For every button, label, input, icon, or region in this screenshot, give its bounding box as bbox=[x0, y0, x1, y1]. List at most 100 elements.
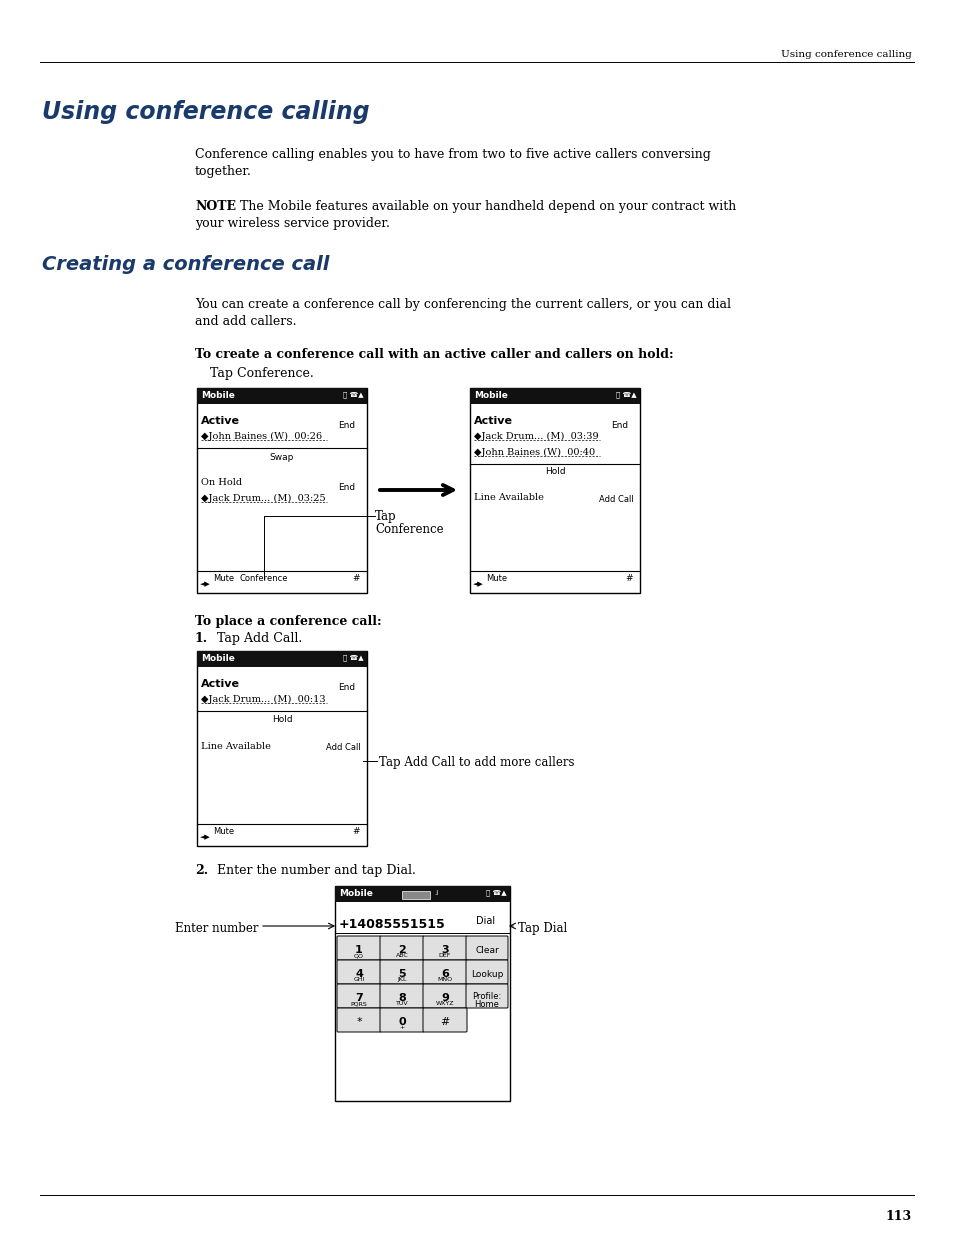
Text: Active: Active bbox=[474, 416, 513, 426]
Text: ◄▶: ◄▶ bbox=[200, 580, 211, 587]
Text: Mute: Mute bbox=[213, 574, 234, 583]
Text: your wireless service provider.: your wireless service provider. bbox=[194, 217, 390, 230]
FancyBboxPatch shape bbox=[262, 710, 301, 727]
Text: JKL: JKL bbox=[396, 977, 406, 982]
Text: Using conference calling: Using conference calling bbox=[781, 49, 911, 59]
Text: #: # bbox=[352, 827, 359, 836]
Text: Mobile: Mobile bbox=[338, 889, 373, 898]
Text: Active: Active bbox=[201, 679, 240, 689]
Text: Hold: Hold bbox=[272, 715, 292, 724]
FancyBboxPatch shape bbox=[210, 571, 238, 587]
FancyBboxPatch shape bbox=[329, 678, 364, 698]
FancyBboxPatch shape bbox=[482, 571, 511, 587]
Bar bbox=[196, 651, 367, 846]
Text: together.: together. bbox=[194, 165, 252, 178]
FancyBboxPatch shape bbox=[379, 1008, 423, 1032]
Text: ABC: ABC bbox=[395, 953, 408, 958]
Text: ◆John Baines (W)  00:40: ◆John Baines (W) 00:40 bbox=[474, 448, 595, 457]
Text: GHI: GHI bbox=[353, 977, 364, 982]
FancyBboxPatch shape bbox=[262, 448, 301, 466]
Text: 9: 9 bbox=[440, 993, 449, 1003]
Text: ◆Jack Drum... (M)  03:39: ◆Jack Drum... (M) 03:39 bbox=[474, 432, 598, 441]
Text: To create a conference call with an active caller and callers on hold:: To create a conference call with an acti… bbox=[194, 348, 673, 361]
Text: Dial: Dial bbox=[476, 916, 495, 926]
Text: End: End bbox=[338, 683, 355, 693]
Text: MNO: MNO bbox=[437, 977, 452, 982]
Text: 2.: 2. bbox=[194, 864, 208, 877]
Text: ◄▶: ◄▶ bbox=[473, 580, 483, 587]
Bar bbox=[335, 885, 510, 902]
FancyBboxPatch shape bbox=[239, 571, 288, 587]
Text: 8: 8 bbox=[397, 993, 405, 1003]
FancyBboxPatch shape bbox=[594, 490, 637, 508]
Text: 3: 3 bbox=[440, 945, 448, 955]
Text: 113: 113 bbox=[885, 1210, 911, 1223]
FancyBboxPatch shape bbox=[422, 960, 467, 984]
Text: DEF: DEF bbox=[438, 953, 451, 958]
Text: *: * bbox=[355, 1016, 361, 1028]
FancyBboxPatch shape bbox=[336, 960, 380, 984]
Text: 0: 0 bbox=[397, 1016, 405, 1028]
Text: Tap Conference.: Tap Conference. bbox=[210, 367, 314, 380]
Text: Conference: Conference bbox=[239, 574, 288, 583]
FancyBboxPatch shape bbox=[329, 478, 364, 496]
Text: Add Call: Add Call bbox=[598, 494, 633, 504]
Bar bbox=[196, 388, 367, 404]
FancyBboxPatch shape bbox=[535, 463, 574, 480]
Text: Profile:: Profile: bbox=[472, 992, 501, 1002]
Text: Mobile: Mobile bbox=[474, 391, 507, 400]
Text: Swap: Swap bbox=[270, 452, 294, 462]
Text: 6: 6 bbox=[440, 969, 449, 979]
Text: .l: .l bbox=[434, 890, 437, 897]
Text: Line Available: Line Available bbox=[474, 493, 543, 501]
FancyBboxPatch shape bbox=[321, 739, 364, 756]
FancyBboxPatch shape bbox=[602, 415, 637, 435]
Text: WXYZ: WXYZ bbox=[436, 1002, 454, 1007]
FancyBboxPatch shape bbox=[210, 824, 238, 840]
FancyBboxPatch shape bbox=[379, 984, 423, 1008]
Text: ◆Jack Drum... (M)  03:25: ◆Jack Drum... (M) 03:25 bbox=[201, 494, 325, 503]
Text: Tap Dial: Tap Dial bbox=[517, 923, 567, 935]
Text: 1.: 1. bbox=[194, 632, 208, 645]
Text: Add Call: Add Call bbox=[325, 742, 360, 752]
FancyBboxPatch shape bbox=[336, 936, 380, 960]
Text: and add callers.: and add callers. bbox=[194, 315, 296, 329]
Text: Mobile: Mobile bbox=[201, 391, 234, 400]
Text: You can create a conference call by conferencing the current callers, or you can: You can create a conference call by conf… bbox=[194, 298, 730, 311]
FancyBboxPatch shape bbox=[422, 936, 467, 960]
Text: Tap: Tap bbox=[375, 510, 396, 522]
Text: ⌷ ☎▲: ⌷ ☎▲ bbox=[343, 391, 364, 398]
Text: ⌷ ☎▲: ⌷ ☎▲ bbox=[616, 391, 637, 398]
Text: The Mobile features available on your handheld depend on your contract with: The Mobile features available on your ha… bbox=[240, 200, 736, 212]
Text: 2: 2 bbox=[397, 945, 405, 955]
Text: ◆John Baines (W)  00:26: ◆John Baines (W) 00:26 bbox=[201, 432, 322, 441]
FancyBboxPatch shape bbox=[329, 415, 364, 435]
Text: NOTE: NOTE bbox=[194, 200, 235, 212]
Bar bbox=[470, 388, 639, 593]
Text: Clear: Clear bbox=[475, 946, 498, 955]
Bar bbox=[196, 388, 367, 593]
Text: ◄▶: ◄▶ bbox=[200, 834, 211, 840]
FancyBboxPatch shape bbox=[422, 984, 467, 1008]
Text: ⌷ ☎▲: ⌷ ☎▲ bbox=[486, 889, 506, 895]
Text: On Hold: On Hold bbox=[201, 478, 242, 487]
Text: Creating a conference call: Creating a conference call bbox=[42, 254, 329, 274]
Bar bbox=[196, 651, 367, 667]
Text: End: End bbox=[611, 420, 628, 430]
Text: End: End bbox=[338, 483, 355, 492]
FancyBboxPatch shape bbox=[336, 1008, 380, 1032]
Text: Lookup: Lookup bbox=[471, 969, 502, 979]
Text: Active: Active bbox=[201, 416, 240, 426]
Text: Home: Home bbox=[474, 1000, 499, 1009]
Text: #: # bbox=[624, 574, 632, 583]
Text: ⌷ ☎▲: ⌷ ☎▲ bbox=[343, 655, 364, 661]
FancyBboxPatch shape bbox=[465, 936, 507, 960]
Text: #: # bbox=[440, 1016, 449, 1028]
Text: End: End bbox=[338, 420, 355, 430]
Text: To place a conference call:: To place a conference call: bbox=[194, 615, 381, 629]
FancyBboxPatch shape bbox=[465, 960, 507, 984]
Text: Tap Add Call.: Tap Add Call. bbox=[216, 632, 302, 645]
FancyBboxPatch shape bbox=[422, 1008, 467, 1032]
Text: PQRS: PQRS bbox=[351, 1002, 367, 1007]
FancyBboxPatch shape bbox=[379, 960, 423, 984]
